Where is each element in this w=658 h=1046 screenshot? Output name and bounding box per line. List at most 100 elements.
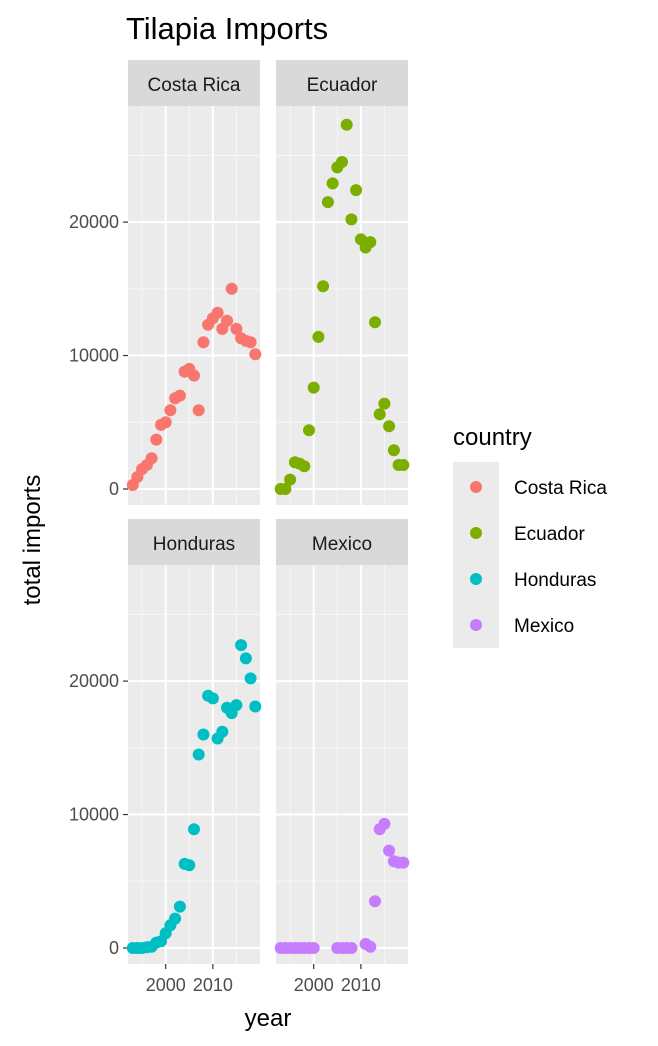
data-point-ecuador — [378, 397, 391, 410]
data-point-mexico — [364, 940, 377, 953]
data-point-costa-rica — [249, 348, 262, 361]
data-point-costa-rica — [244, 336, 257, 349]
data-point-ecuador — [383, 420, 396, 433]
facet-strip — [128, 60, 260, 106]
data-point-costa-rica — [150, 433, 163, 446]
data-point-ecuador — [284, 473, 297, 486]
data-point-costa-rica — [173, 389, 186, 402]
data-point-honduras — [230, 699, 243, 712]
panel-background — [128, 106, 260, 505]
legend-title: country — [453, 424, 532, 451]
x-axis-title: year — [245, 1005, 292, 1032]
chart-title: Tilapia Imports — [126, 11, 328, 46]
data-point-honduras — [235, 639, 248, 652]
y-axis-title: total imports — [19, 475, 46, 606]
facet-strip-label: Ecuador — [307, 75, 378, 96]
x-tick-label: 2010 — [341, 975, 381, 995]
panel-background — [276, 565, 408, 964]
data-point-honduras — [183, 859, 196, 872]
data-point-honduras — [169, 912, 182, 925]
data-point-mexico — [378, 817, 391, 830]
y-tick-label: 10000 — [69, 346, 119, 366]
data-point-costa-rica — [164, 404, 177, 417]
data-point-honduras — [188, 823, 200, 836]
x-tick-label: 2010 — [193, 975, 233, 995]
data-point-honduras — [173, 900, 186, 913]
data-point-costa-rica — [192, 404, 205, 417]
data-point-ecuador — [336, 156, 348, 168]
facet-costa-rica: Costa Rica 0 10000 20000 — [69, 60, 262, 505]
legend-label: Mexico — [514, 616, 574, 637]
legend-label: Honduras — [514, 570, 596, 591]
data-point-ecuador — [312, 330, 325, 343]
data-point-ecuador — [345, 213, 358, 226]
data-point-ecuador — [298, 460, 311, 473]
panel-background — [276, 106, 408, 505]
data-point-ecuador — [321, 196, 334, 209]
y-tick-label: 0 — [109, 938, 119, 958]
legend-item-honduras: Honduras — [470, 570, 596, 591]
legend-key — [470, 481, 482, 493]
data-point-ecuador — [307, 381, 320, 394]
legend-key — [470, 527, 482, 539]
facet-mexico: Mexico 2000 2010 — [274, 519, 410, 995]
facet-strip — [276, 60, 408, 106]
panel-background — [128, 565, 260, 964]
data-point-costa-rica — [188, 369, 200, 382]
data-point-ecuador — [350, 184, 363, 197]
facet-strip-label: Costa Rica — [148, 75, 241, 96]
data-point-costa-rica — [230, 322, 243, 335]
data-point-ecuador — [397, 459, 410, 471]
data-point-honduras — [192, 748, 205, 761]
legend-item-mexico: Mexico — [470, 616, 574, 637]
legend-label: Costa Rica — [514, 478, 607, 499]
data-point-mexico — [397, 856, 410, 869]
data-point-costa-rica — [197, 336, 210, 349]
facet-honduras: Honduras 0 10000 20000 2000 2010 — [69, 519, 262, 995]
legend-items: Costa Rica Ecuador Honduras Mexico — [470, 478, 607, 637]
data-point-ecuador — [369, 316, 381, 329]
facet-strip — [128, 519, 260, 565]
data-point-ecuador — [317, 280, 330, 293]
legend-item-ecuador: Ecuador — [470, 524, 585, 545]
data-point-ecuador — [326, 177, 339, 190]
data-point-costa-rica — [221, 314, 233, 327]
y-tick-label: 20000 — [69, 212, 119, 232]
data-point-honduras — [244, 672, 257, 685]
facet-strip-label: Mexico — [312, 534, 372, 555]
legend-item-costa-rica: Costa Rica — [470, 478, 607, 499]
data-point-ecuador — [364, 236, 377, 249]
data-point-honduras — [239, 652, 252, 665]
y-tick-label: 0 — [109, 479, 119, 499]
data-point-ecuador — [373, 408, 386, 421]
data-point-ecuador — [340, 118, 353, 131]
facet-strip-label: Honduras — [153, 534, 235, 555]
data-point-costa-rica — [145, 452, 158, 465]
facet-panels: Costa Rica 0 10000 20000 Ecuador Honduras 0 100… — [69, 60, 410, 995]
legend-key — [470, 573, 482, 585]
legend-key — [470, 619, 482, 631]
y-tick-label: 20000 — [69, 671, 119, 691]
data-point-mexico — [383, 844, 396, 857]
data-point-costa-rica — [159, 416, 172, 429]
facet-strip — [276, 519, 408, 565]
data-point-mexico — [307, 942, 320, 954]
facet-ecuador: Ecuador — [274, 60, 410, 505]
legend: country Costa Rica Ecuador Honduras Mexico — [453, 424, 607, 648]
x-tick-label: 2000 — [294, 975, 334, 995]
data-point-honduras — [216, 725, 229, 738]
data-point-costa-rica — [211, 306, 224, 319]
data-point-ecuador — [303, 424, 315, 437]
legend-label: Ecuador — [514, 524, 585, 545]
y-tick-label: 10000 — [69, 805, 119, 825]
data-point-honduras — [197, 728, 210, 741]
data-point-mexico — [345, 942, 358, 954]
data-point-costa-rica — [225, 282, 238, 295]
data-point-honduras — [249, 700, 262, 713]
data-point-honduras — [206, 692, 219, 705]
data-point-ecuador — [387, 444, 400, 457]
data-point-mexico — [369, 895, 381, 908]
data-point-ecuador — [279, 483, 292, 495]
x-tick-label: 2000 — [146, 975, 186, 995]
